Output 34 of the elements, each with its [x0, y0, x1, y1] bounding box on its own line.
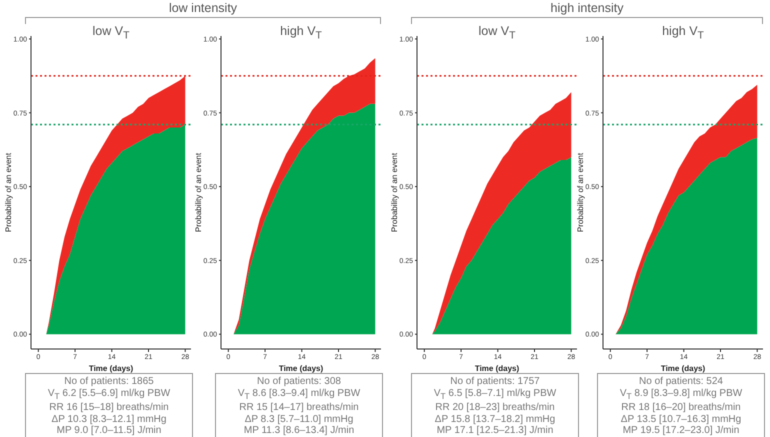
text: RR 18 [16–20] breaths/min [620, 402, 742, 414]
text: MP 9.0 [7.0–11.5] J/min [56, 425, 162, 437]
text: No of patients: 524 [638, 376, 724, 388]
chart-title: high V$_{T}$ [279, 24, 323, 44]
y-axis-title: Probability of an event [194, 152, 203, 232]
text: MP 17.1 [12.5–21.3] J/min [436, 425, 554, 437]
text: ΔP 10.3 [8.3–12.1] mmHg [50, 414, 168, 426]
text: V$_{T}$ 6.2 [5.5–6.9] ml/kg PBW [46, 388, 172, 402]
chart-title: low V$_{T}$ [478, 24, 516, 44]
y-axis-title: Probability of an event [4, 152, 13, 232]
text: ΔP 13.5 [10.7–16.3] mmHg [620, 414, 742, 426]
chart-title: high V$_{T}$ [661, 24, 705, 44]
text: RR 16 [15–18] breaths/min [48, 402, 170, 414]
x-axis-title: Time (days) [474, 364, 520, 373]
chart-subtitle: low intensity [168, 1, 238, 15]
chart-title: low V$_{T}$ [92, 24, 130, 44]
text: MP 19.5 [17.2–23.0] J/min [622, 425, 740, 437]
text: MP 11.3 [8.6–13.4] J/min [242, 425, 356, 437]
text: V$_{T}$ 6.5 [5.8–7.1] ml/kg PBW [432, 388, 558, 402]
text: No of patients: 1865 [63, 376, 155, 388]
text: RR 15 [14–17] breaths/min [238, 402, 360, 414]
text: V$_{T}$ 8.6 [8.3–9.4] ml/kg PBW [236, 388, 362, 402]
text: ΔP 15.8 [13.7–18.2] mmHg [434, 414, 556, 426]
chart-subtitle: high intensity [550, 1, 624, 15]
text: V$_{T}$ 8.9 [8.3–9.8] ml/kg PBW [618, 388, 744, 402]
y-axis-title: Probability of an event [390, 152, 399, 232]
x-axis-title: Time (days) [278, 364, 324, 373]
text: No of patients: 1757 [449, 376, 541, 388]
text: RR 20 [18–23] breaths/min [434, 402, 556, 414]
text: No of patients: 308 [256, 376, 342, 388]
x-axis-title: Time (days) [660, 364, 706, 373]
y-axis-title: Probability of an event [576, 152, 585, 232]
x-axis-title: Time (days) [88, 364, 134, 373]
text: ΔP 8.3 [5.7–11.0] mmHg [244, 414, 354, 426]
